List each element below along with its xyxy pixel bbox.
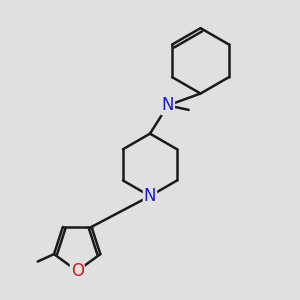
Text: N: N [144, 187, 156, 205]
Text: N: N [162, 96, 174, 114]
Text: O: O [71, 262, 84, 280]
